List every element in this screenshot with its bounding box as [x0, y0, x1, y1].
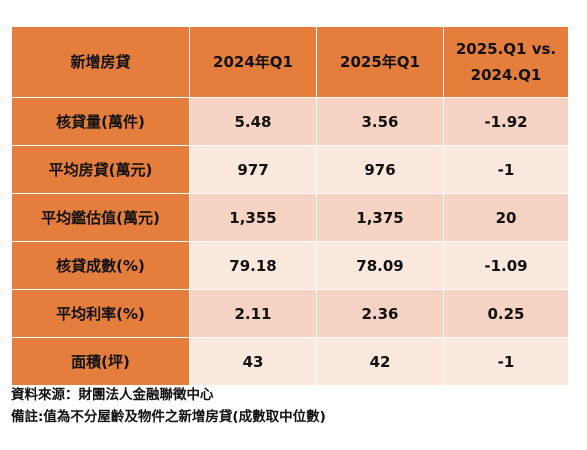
header-comparison-line1: 2025.Q1 vs.: [455, 40, 557, 58]
table-row: 平均房貸(萬元) 977 976 -1: [11, 145, 569, 194]
cell-2024q1: 1,355: [189, 193, 317, 242]
cell-2024q1: 2.11: [189, 289, 317, 338]
row-label: 平均利率(%): [11, 289, 190, 338]
row-label: 核貸成數(%): [11, 241, 190, 290]
cell-2025q1: 42: [316, 337, 444, 386]
row-label: 核貸量(萬件): [11, 97, 190, 146]
cell-2025q1: 1,375: [316, 193, 444, 242]
table-row: 平均利率(%) 2.11 2.36 0.25: [11, 289, 569, 338]
cell-diff: -1: [443, 145, 569, 194]
row-label: 面積(坪): [11, 337, 190, 386]
new-mortgage-table: 新增房貸 2024年Q1 2025年Q1 2025.Q1 vs. 2024.Q1…: [11, 26, 569, 386]
cell-2025q1: 78.09: [316, 241, 444, 290]
cell-2025q1: 2.36: [316, 289, 444, 338]
cell-diff: -1.09: [443, 241, 569, 290]
table-row: 核貸成數(%) 79.18 78.09 -1.09: [11, 241, 569, 290]
data-source-note: 資料來源：財團法人金融聯徵中心: [11, 387, 214, 403]
table-header-row: 新增房貸 2024年Q1 2025年Q1 2025.Q1 vs. 2024.Q1: [11, 26, 569, 98]
cell-2025q1: 976: [316, 145, 444, 194]
cell-diff: 20: [443, 193, 569, 242]
remark-note: 備註:值為不分屋齡及物件之新增房貸(成數取中位數): [11, 409, 326, 425]
table-row: 核貸量(萬件) 5.48 3.56 -1.92: [11, 97, 569, 146]
header-2025q1: 2025年Q1: [316, 26, 444, 98]
header-comparison-line2: 2024.Q1: [470, 66, 542, 84]
cell-2024q1: 5.48: [189, 97, 317, 146]
table-row: 平均鑑估值(萬元) 1,355 1,375 20: [11, 193, 569, 242]
row-label: 平均房貸(萬元): [11, 145, 190, 194]
header-2024q1: 2024年Q1: [189, 26, 317, 98]
table-row: 面積(坪) 43 42 -1: [11, 337, 569, 386]
cell-2024q1: 79.18: [189, 241, 317, 290]
header-comparison: 2025.Q1 vs. 2024.Q1: [443, 26, 569, 98]
row-label: 平均鑑估值(萬元): [11, 193, 190, 242]
cell-2025q1: 3.56: [316, 97, 444, 146]
header-category: 新增房貸: [11, 26, 190, 98]
cell-diff: -1: [443, 337, 569, 386]
table-notes: 資料來源：財團法人金融聯徵中心 備註:值為不分屋齡及物件之新增房貸(成數取中位數…: [11, 384, 326, 428]
cell-diff: -1.92: [443, 97, 569, 146]
cell-diff: 0.25: [443, 289, 569, 338]
mortgage-table-container: 新增房貸 2024年Q1 2025年Q1 2025.Q1 vs. 2024.Q1…: [11, 26, 569, 386]
cell-2024q1: 43: [189, 337, 317, 386]
cell-2024q1: 977: [189, 145, 317, 194]
